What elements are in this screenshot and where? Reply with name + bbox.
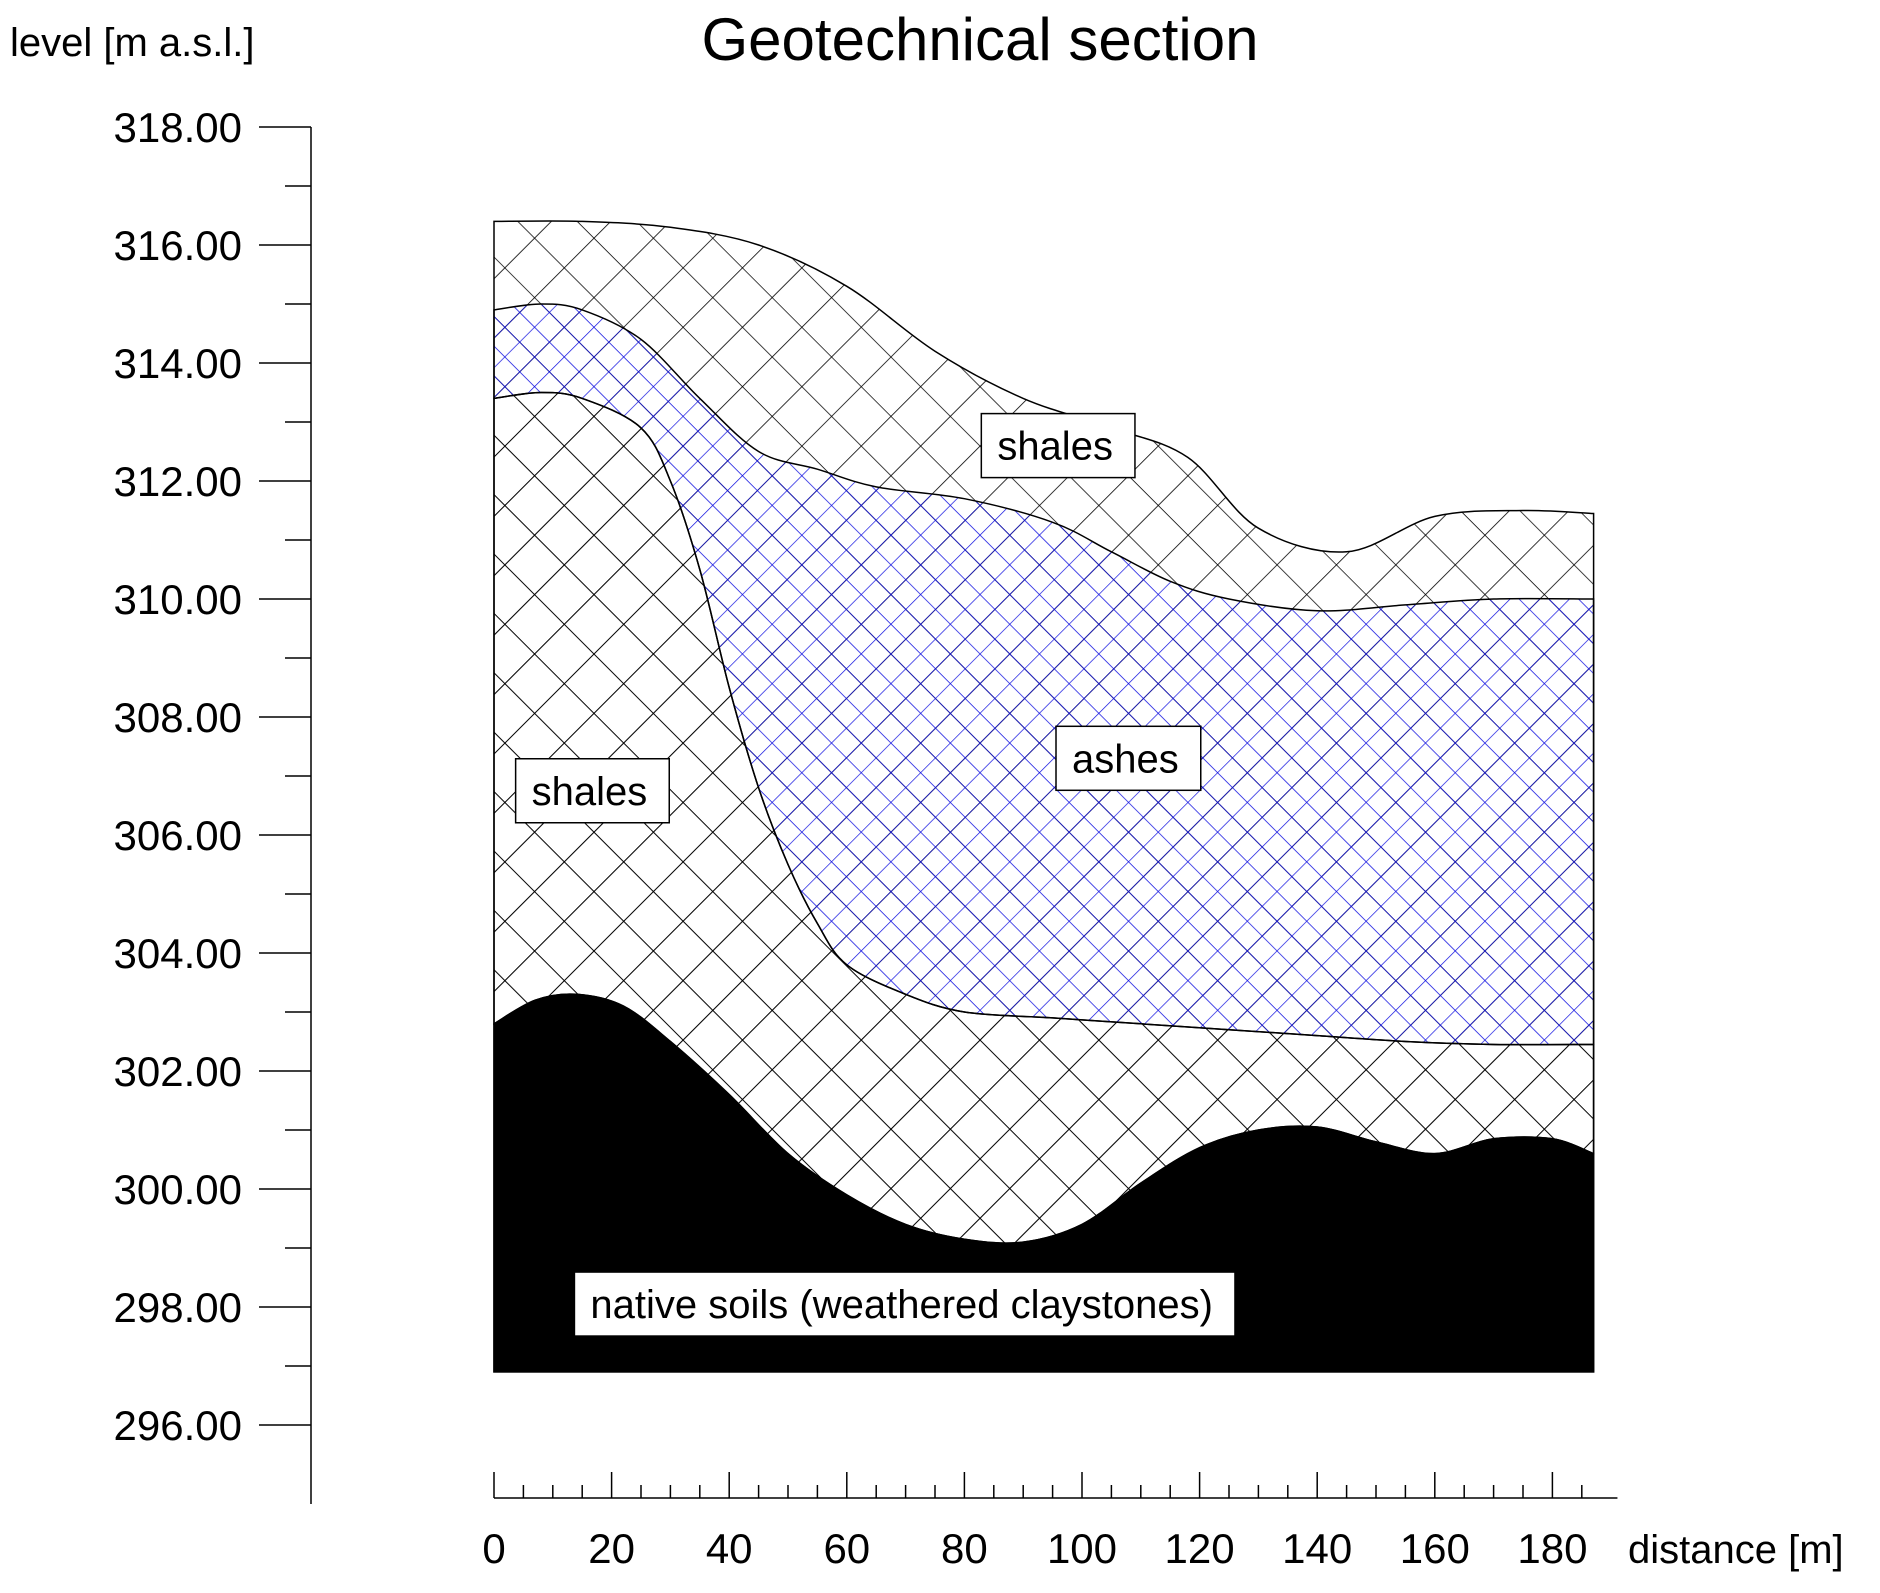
y-tick-label: 308.00 bbox=[114, 694, 242, 741]
y-tick-label: 312.00 bbox=[114, 458, 242, 505]
y-tick-label: 298.00 bbox=[114, 1284, 242, 1331]
y-tick-label: 318.00 bbox=[114, 104, 242, 151]
y-tick-label: 296.00 bbox=[114, 1402, 242, 1449]
ashes-layer bbox=[493, 303, 1595, 1046]
label-box bbox=[980, 412, 1136, 479]
layer-label-text: ashes bbox=[1072, 737, 1179, 781]
chart-title: Geotechnical section bbox=[702, 6, 1259, 73]
x-tick-label: 60 bbox=[823, 1525, 870, 1572]
y-tick-label: 302.00 bbox=[114, 1048, 242, 1095]
section-layers bbox=[493, 220, 1595, 1373]
x-tick-label: 180 bbox=[1517, 1525, 1587, 1572]
y-tick-label: 316.00 bbox=[114, 222, 242, 269]
x-tick-label: 120 bbox=[1165, 1525, 1235, 1572]
y-tick-label: 306.00 bbox=[114, 812, 242, 859]
layer-label-text: native soils (weathered claystones) bbox=[590, 1283, 1213, 1327]
ashes-label: ashes bbox=[1055, 725, 1202, 792]
label-box bbox=[514, 758, 671, 824]
layer-label-text: shales bbox=[532, 770, 648, 814]
upper-shales-label: shales bbox=[980, 412, 1136, 479]
x-tick-label: 140 bbox=[1282, 1525, 1352, 1572]
y-tick-label: 304.00 bbox=[114, 930, 242, 977]
layer-label-text: shales bbox=[997, 425, 1113, 469]
y-tick-label: 300.00 bbox=[114, 1166, 242, 1213]
lower-shales-label: shales bbox=[514, 758, 671, 824]
x-axis-label: distance [m] bbox=[1628, 1528, 1844, 1572]
x-axis: 0 20 40 60 80 100 120 140 160 180 bbox=[482, 1472, 1618, 1572]
native-soils-label: native soils (weathered claystones) bbox=[573, 1271, 1236, 1337]
x-tick-label: 80 bbox=[941, 1525, 988, 1572]
x-tick-label: 20 bbox=[588, 1525, 635, 1572]
y-axis: 318.00 316.00 314.00 312.00 310.00 308.00 306.… bbox=[114, 104, 312, 1504]
y-axis-label: level [m a.s.l.] bbox=[10, 21, 255, 65]
x-tick-label: 100 bbox=[1047, 1525, 1117, 1572]
label-box bbox=[1055, 725, 1202, 792]
y-tick-label: 314.00 bbox=[114, 340, 242, 387]
y-tick-label: 310.00 bbox=[114, 576, 242, 623]
x-tick-label: 0 bbox=[482, 1525, 505, 1572]
label-box bbox=[573, 1271, 1236, 1337]
layer-labels: shales ashes shales native soils (weathered… bbox=[514, 412, 1236, 1337]
x-tick-label: 40 bbox=[706, 1525, 753, 1572]
x-tick-label: 160 bbox=[1400, 1525, 1470, 1572]
